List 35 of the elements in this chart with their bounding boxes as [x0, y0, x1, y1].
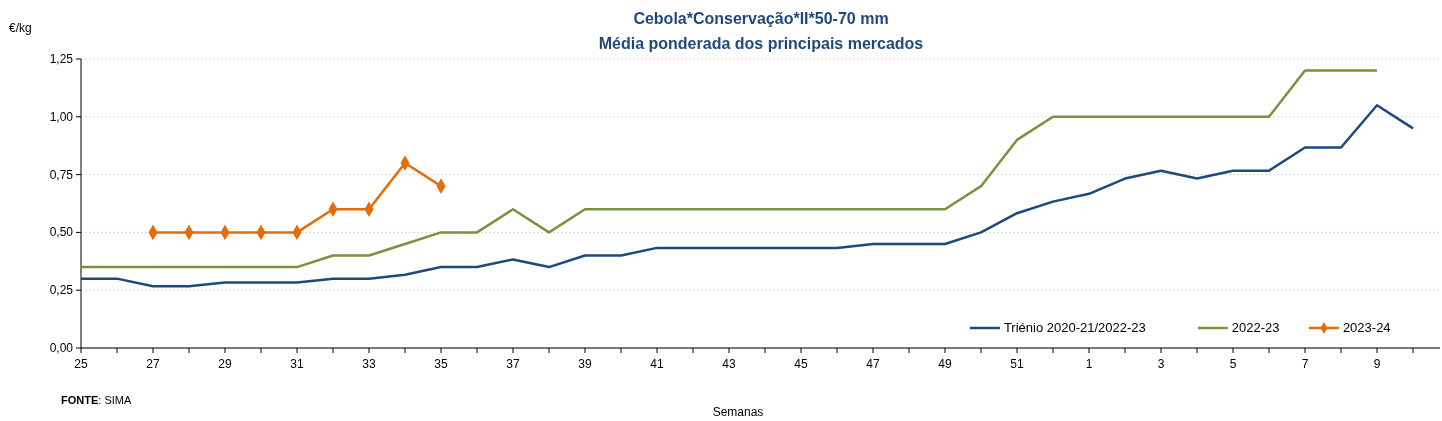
- x-tick-label: 3: [1157, 357, 1165, 371]
- y-axis-title: €/kg: [9, 21, 32, 35]
- x-tick-label: 27: [146, 357, 160, 371]
- x-tick-label: 41: [650, 357, 664, 371]
- x-tick-label: 9: [1373, 357, 1381, 371]
- line-series: [79, 103, 1415, 288]
- chart-title: Cebola*Conservação*II*50-70 mm: [633, 10, 889, 27]
- x-tick-label: 31: [290, 357, 304, 371]
- x-tick-label: 49: [938, 357, 952, 371]
- x-tick-label: 25: [74, 357, 88, 371]
- y-tick-label: 0,75: [49, 167, 74, 182]
- x-axis-title: Semanas: [712, 405, 764, 419]
- line-series: [79, 69, 1379, 269]
- chart-subtitle: Média ponderada dos principais mercados: [598, 35, 924, 52]
- legend-label: 2023-24: [1342, 320, 1391, 335]
- x-tick-label: 33: [362, 357, 376, 371]
- x-tick-label: 47: [866, 357, 880, 371]
- x-tick-label: 43: [722, 357, 736, 371]
- y-tick-label: 1,25: [49, 52, 74, 66]
- x-tick-label: 7: [1301, 357, 1309, 371]
- legend-label: Triénio 2020-21/2022-23: [1003, 320, 1146, 335]
- y-tick-label: 1,00: [49, 109, 74, 124]
- x-tick-label: 29: [218, 357, 232, 371]
- legend-label: 2022-23: [1231, 320, 1280, 335]
- x-tick-label: 45: [794, 357, 808, 371]
- y-tick-label: 0,00: [49, 341, 74, 355]
- x-tick-label: 37: [506, 357, 520, 371]
- x-tick-label: 35: [434, 357, 448, 371]
- x-tick-label: 39: [578, 357, 592, 371]
- x-tick-label: 51: [1010, 357, 1024, 371]
- y-tick-label: 0,25: [49, 283, 74, 298]
- x-tick-label: 5: [1229, 357, 1237, 371]
- y-tick-label: 0,50: [49, 225, 74, 240]
- x-tick-label: 1: [1085, 357, 1093, 371]
- source-note: FONTE: SIMA: [61, 394, 132, 406]
